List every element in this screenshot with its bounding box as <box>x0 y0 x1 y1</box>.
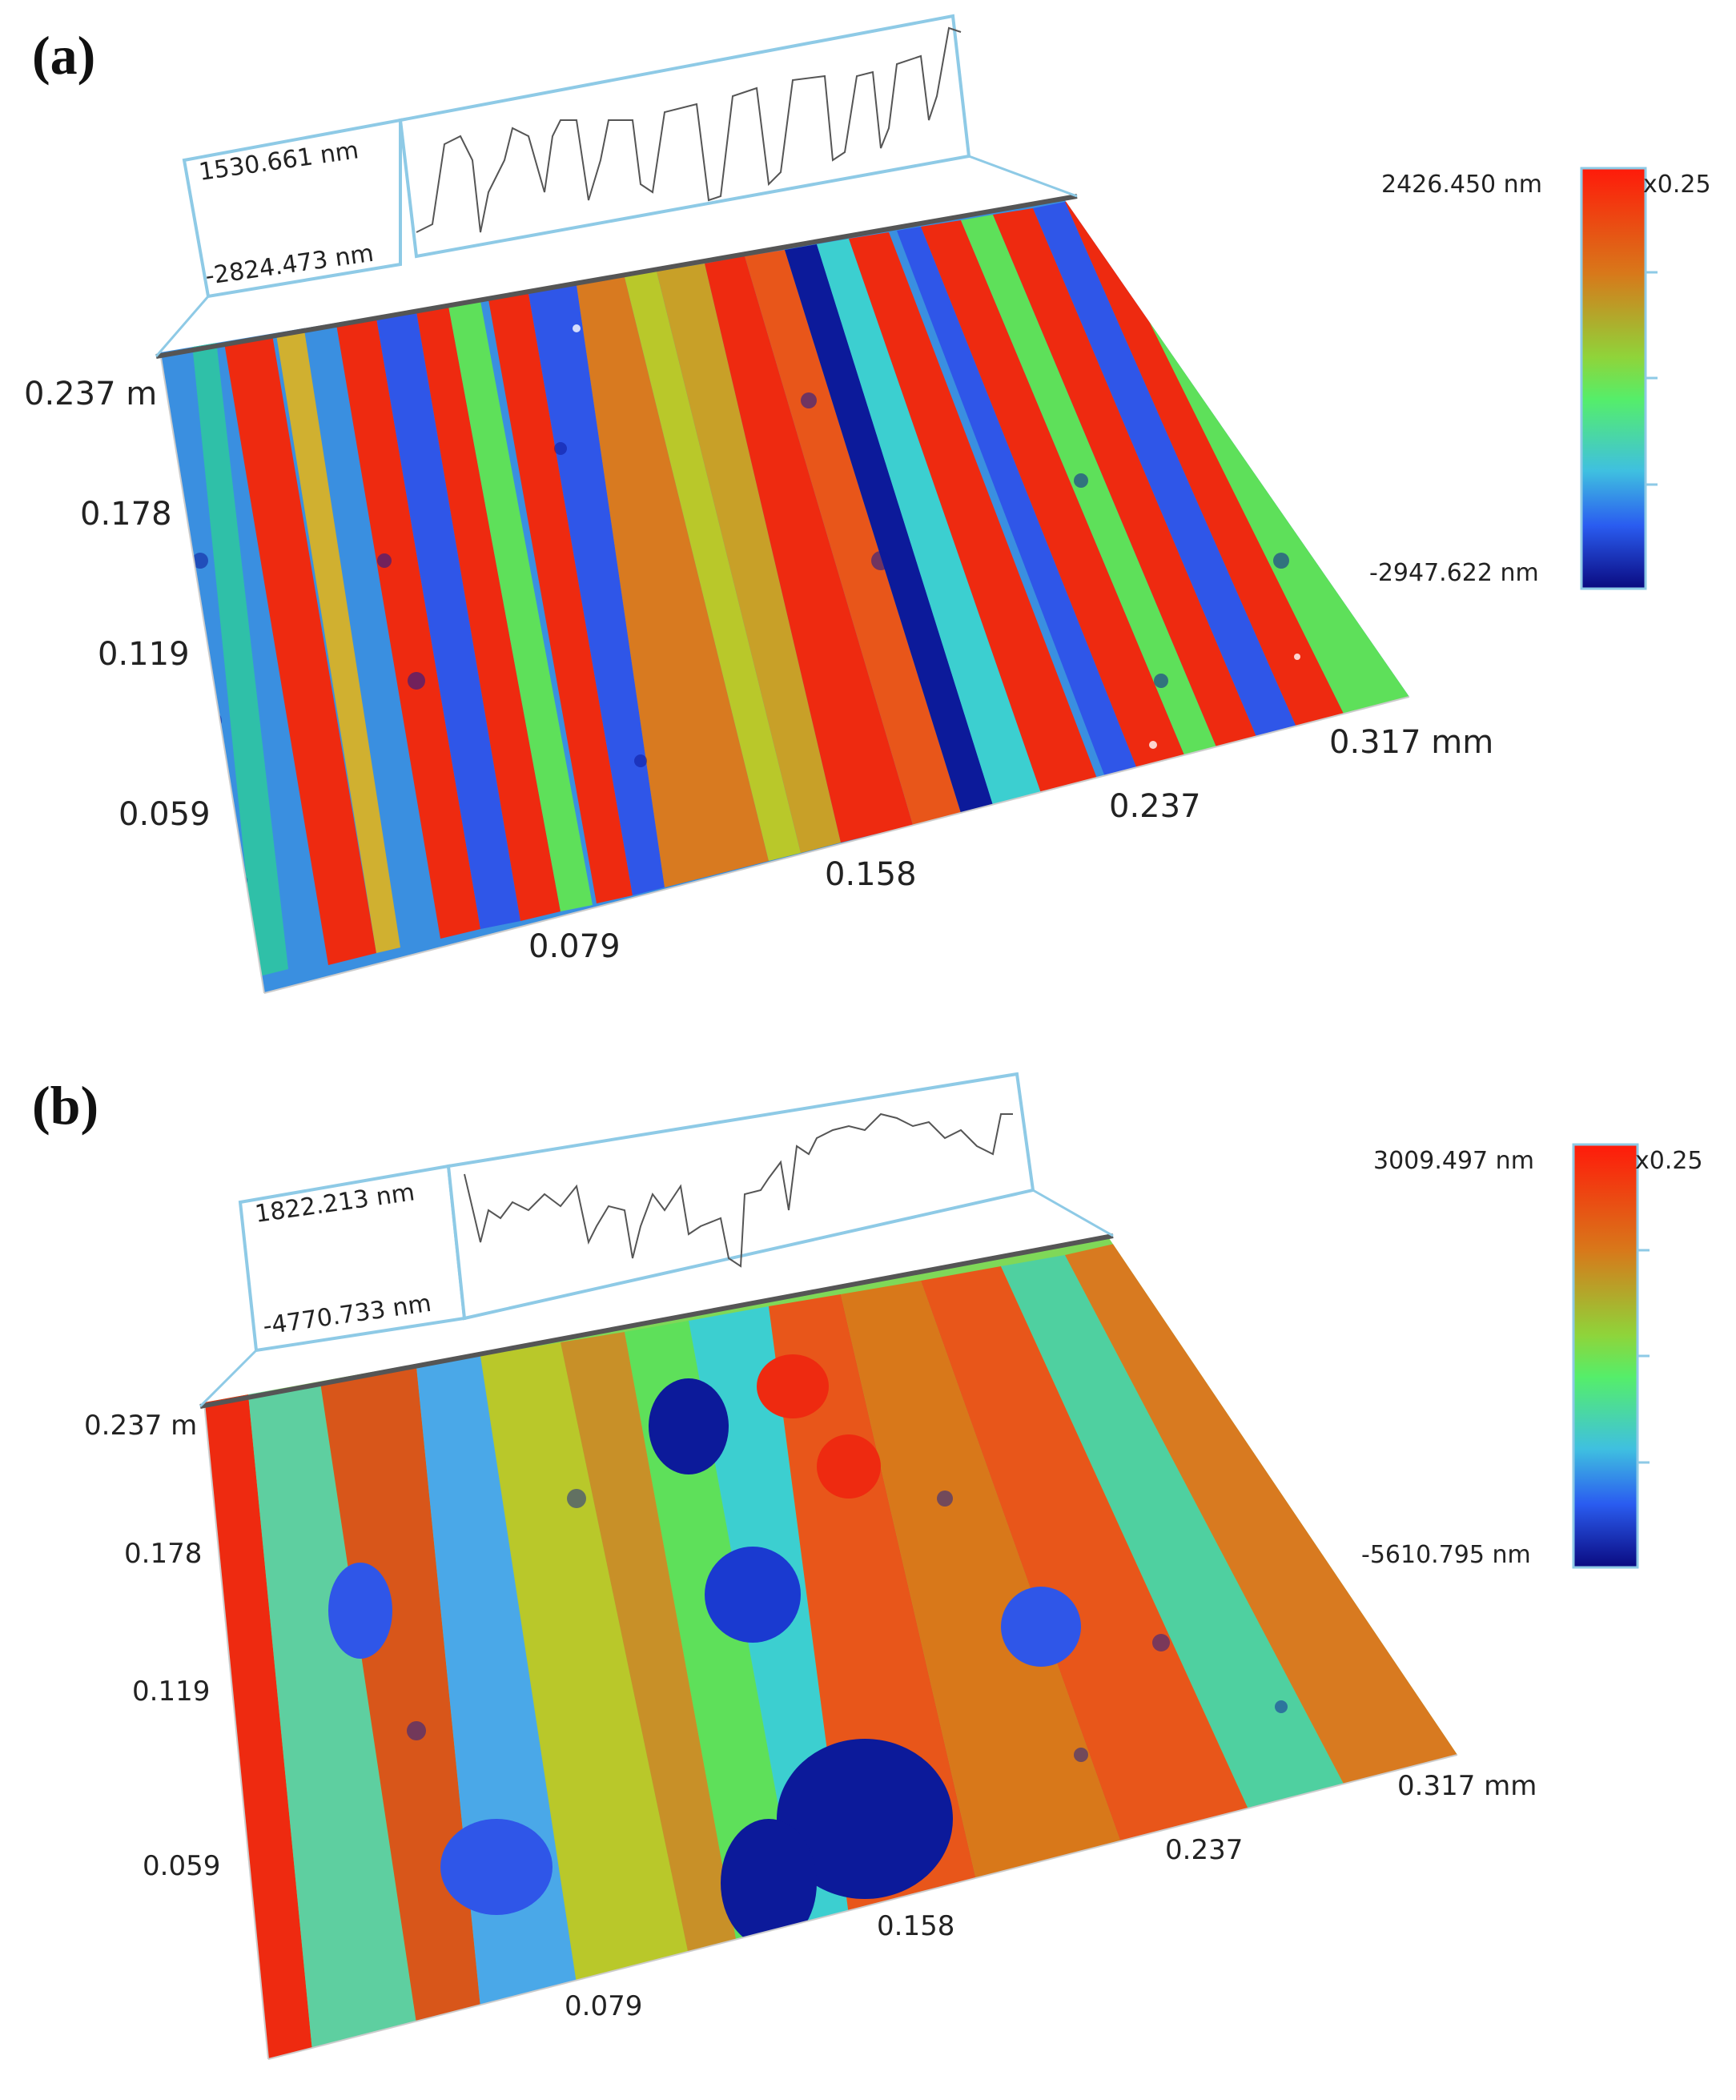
y-tick-label: 0.237 m <box>84 1410 197 1442</box>
scale-min-label: -5610.795 nm <box>1361 1541 1531 1569</box>
color-scale: 2426.450 nm -2947.622 nm x0.25 <box>1369 167 1711 590</box>
profile-trace <box>464 1112 1013 1268</box>
x-tick-label: 0.158 <box>877 1910 954 1942</box>
x-tick-label: 0.237 <box>1109 788 1201 825</box>
profile-inset: 1530.661 nm -2824.473 nm <box>155 14 1078 357</box>
profile-inset: 1822.213 nm -4770.733 nm <box>199 1072 1114 1408</box>
y-tick-label: 0.119 <box>132 1676 210 1708</box>
surface-scene: 1822.213 nm -4770.733 nm 0.237 m 0.178 0… <box>84 1072 1703 2060</box>
x-axis: 0.079 0.158 0.237 0.317 mm <box>528 724 1493 965</box>
surface-map <box>160 200 1409 993</box>
scale-max-label: 2426.450 nm <box>1381 171 1542 199</box>
scale-max-label: 3009.497 nm <box>1373 1147 1534 1175</box>
x-tick-label: 0.079 <box>528 928 621 965</box>
panel-b: (b) <box>0 1050 1736 2100</box>
x-tick-label: 0.158 <box>825 856 917 893</box>
profile-line <box>199 1233 1114 1409</box>
panel-label: (b) <box>32 1075 99 1136</box>
profile-trace <box>416 26 962 233</box>
y-tick-label: 0.059 <box>143 1850 220 1882</box>
scale-min-label: -2947.622 nm <box>1369 559 1539 587</box>
x-tick-label: 0.317 mm <box>1397 1770 1537 1802</box>
x-tick-label: 0.079 <box>565 1990 642 2022</box>
y-tick-label: 0.178 <box>124 1538 202 1570</box>
x-tick-label: 0.317 mm <box>1329 724 1493 761</box>
axis-box <box>203 1402 1458 2060</box>
surface-scene: 1530.661 nm -2824.473 nm 0.237 m 0.178 0… <box>24 14 1711 994</box>
y-tick-label: 0.059 <box>119 796 211 833</box>
x-tick-label: 0.237 <box>1165 1834 1243 1866</box>
panel-label: (a) <box>32 25 96 86</box>
panel-a: (a) <box>24 14 1711 994</box>
y-tick-label: 0.237 m <box>24 376 157 412</box>
axis-box <box>159 352 1410 994</box>
scale-factor-label: x0.25 <box>1635 1147 1703 1175</box>
y-tick-label: 0.178 <box>80 496 172 533</box>
x-axis: 0.079 0.158 0.237 0.317 mm <box>565 1770 1537 2022</box>
profile-line <box>155 194 1078 359</box>
color-scale: 3009.497 nm -5610.795 nm x0.25 <box>1361 1143 1703 1569</box>
scale-factor-label: x0.25 <box>1643 171 1711 199</box>
y-tick-label: 0.119 <box>98 636 190 673</box>
y-axis: 0.237 m 0.178 0.119 0.059 <box>24 376 211 833</box>
y-axis: 0.237 m 0.178 0.119 0.059 <box>84 1410 220 1882</box>
surface-map <box>204 1238 1457 2059</box>
